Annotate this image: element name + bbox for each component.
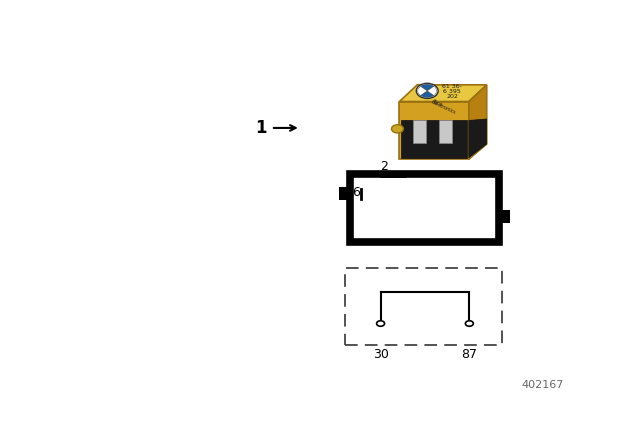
Polygon shape — [401, 121, 467, 158]
Text: 402167: 402167 — [521, 380, 564, 390]
Text: 1: 1 — [255, 119, 267, 137]
Text: 6 395: 6 395 — [443, 89, 461, 94]
Text: Electronics: Electronics — [430, 99, 456, 116]
Wedge shape — [420, 84, 434, 91]
Text: 2: 2 — [381, 160, 388, 173]
Bar — [438, 120, 451, 142]
Polygon shape — [469, 85, 486, 159]
Text: 61 36-: 61 36- — [442, 84, 462, 89]
Bar — [346, 267, 502, 345]
Polygon shape — [469, 119, 486, 158]
Circle shape — [376, 321, 385, 326]
Circle shape — [416, 83, 438, 99]
Text: 6: 6 — [352, 186, 360, 199]
Wedge shape — [418, 86, 428, 95]
Bar — [413, 120, 426, 142]
Text: 87: 87 — [461, 348, 477, 361]
Text: Tyco: Tyco — [431, 99, 443, 108]
Polygon shape — [399, 85, 486, 102]
Polygon shape — [399, 102, 469, 159]
Circle shape — [465, 321, 474, 326]
Circle shape — [392, 125, 403, 133]
Wedge shape — [428, 86, 436, 95]
Wedge shape — [420, 91, 434, 97]
Bar — [350, 174, 499, 242]
Text: 202: 202 — [446, 95, 458, 99]
Bar — [339, 187, 350, 200]
Bar — [499, 210, 510, 223]
Text: 30: 30 — [372, 348, 388, 361]
